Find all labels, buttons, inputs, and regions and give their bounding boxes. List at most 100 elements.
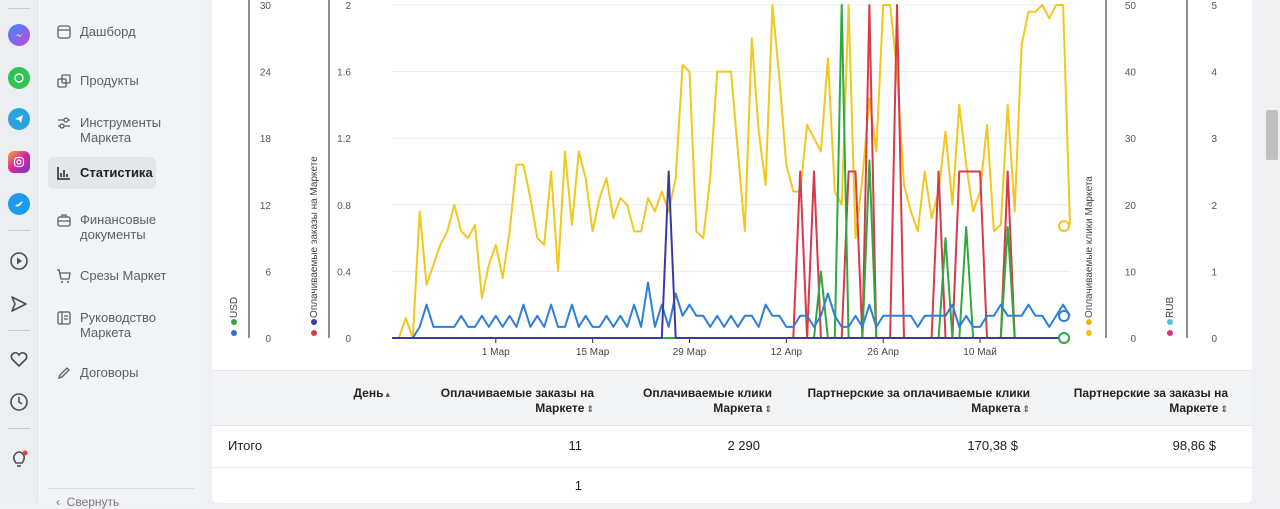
x-tick-label: 12 Апр xyxy=(771,347,803,358)
sidebar-item-contracts[interactable]: Договоры xyxy=(48,359,194,387)
sidebar-item-finance-docs[interactable]: Финансовые документы xyxy=(48,206,194,248)
twitter-icon[interactable] xyxy=(8,193,30,215)
x-tick-label: 10 Май xyxy=(963,347,997,358)
scrollbar-thumb[interactable] xyxy=(1266,110,1278,160)
sort-icon: ⇕ xyxy=(1220,404,1228,414)
axis-title: Оплачиваемые клики Маркета xyxy=(1084,176,1095,318)
legend-dot xyxy=(1086,319,1092,325)
series-line xyxy=(392,4,1071,339)
axis-tick-label: 10 xyxy=(1125,267,1137,278)
cart-icon xyxy=(57,269,71,283)
sidebar-item-label: Статистика xyxy=(80,165,153,180)
rail-divider xyxy=(8,230,30,231)
series-line xyxy=(392,170,1070,339)
axis-tick-label: 0 xyxy=(345,334,351,345)
legend-dot xyxy=(1167,330,1173,336)
col-partner-orders[interactable]: Партнерские за заказы на Маркете ⇕ xyxy=(1073,386,1228,415)
statistics-icon xyxy=(57,167,70,180)
messenger-icon[interactable] xyxy=(8,24,30,46)
axis-tick-label: 30 xyxy=(1125,134,1137,145)
col-clicks[interactable]: Оплачиваемые клики Маркета ⇕ xyxy=(643,386,772,415)
axis-tick-label: 1 xyxy=(1211,267,1217,278)
legend-dot xyxy=(311,319,317,325)
telegram-icon[interactable] xyxy=(8,108,30,130)
sidebar-item-label: Срезы Маркет xyxy=(80,268,167,283)
axis-tick-label: 0.8 xyxy=(337,201,351,212)
scrollbar-track[interactable] xyxy=(1264,0,1280,503)
axis-tick-label: 20 xyxy=(1125,201,1137,212)
axis-tick-label: 2 xyxy=(345,1,351,12)
axis-tick-label: 6 xyxy=(265,267,271,278)
rail-divider xyxy=(8,8,30,9)
send-icon[interactable] xyxy=(7,292,31,316)
series-end-marker xyxy=(1058,332,1070,344)
table-row: 1 xyxy=(212,467,1252,503)
col-orders[interactable]: Оплачиваемые заказы на Маркете ⇕ xyxy=(440,386,594,415)
x-tick-label: 29 Мар xyxy=(673,347,707,358)
sidebar-item-tools[interactable]: Инструменты Маркета xyxy=(48,109,194,151)
col-day[interactable]: День ▴ xyxy=(353,386,390,400)
row-orders: 1 xyxy=(574,478,582,493)
axis-tick-label: 12 xyxy=(260,201,272,212)
table-row-total: Итого 11 2 290 170,38 $ 98,86 $ xyxy=(212,427,1252,467)
sidebar-item-label: Инструменты Маркета xyxy=(80,115,162,145)
tools-icon xyxy=(58,117,70,129)
sort-icon: ⇕ xyxy=(764,404,772,414)
series-line xyxy=(392,281,1071,339)
legend-dot xyxy=(1167,319,1173,325)
sidebar-item-guide[interactable]: Руководство Маркета xyxy=(48,304,194,346)
sort-asc-icon: ▴ xyxy=(385,389,390,399)
rail-divider xyxy=(8,428,30,429)
stats-chart: 0 6 12 18 24 30 USD 0 0.4 0.8 1.2 1.6 2 Оплачиваемые … xyxy=(212,0,1252,370)
axis-tick-label: 3 xyxy=(1211,134,1217,145)
series-end-marker xyxy=(1058,220,1070,232)
axis-tick-label: 40 xyxy=(1125,68,1137,79)
lightbulb-icon[interactable] xyxy=(7,447,31,471)
sidebar-item-dashboard[interactable]: Дашборд xyxy=(48,18,194,46)
axis-tick-label: 4 xyxy=(1211,68,1217,79)
axis-title: USD xyxy=(229,297,240,318)
clock-icon[interactable] xyxy=(7,390,31,414)
total-partner-orders: 98,86 $ xyxy=(1172,438,1216,453)
sidebar-item-market-slices[interactable]: Срезы Маркет xyxy=(48,262,194,290)
sidebar-item-label: Дашборд xyxy=(80,24,136,39)
rail-divider xyxy=(8,330,30,331)
sidebar-item-statistics[interactable]: Статистика xyxy=(48,157,156,189)
briefcase-icon xyxy=(57,214,71,227)
legend-dot xyxy=(231,330,237,336)
legend-dot xyxy=(1086,330,1092,336)
sidebar-item-label: Договоры xyxy=(80,365,139,380)
axis-tick-label: 2 xyxy=(1211,201,1217,212)
sidebar: Дашборд Продукты Инструменты Маркета Ста… xyxy=(38,0,200,509)
heart-icon[interactable] xyxy=(7,347,31,371)
axis-title: RUB xyxy=(1165,297,1176,318)
legend-dot xyxy=(311,330,317,336)
chart-svg: 0612182430USD00.40.81.21.62Оплачиваемые … xyxy=(229,0,1217,358)
series-line xyxy=(392,4,1070,339)
collapse-button[interactable]: ‹ Свернуть xyxy=(48,488,194,509)
axis-tick-label: 30 xyxy=(260,1,272,12)
collapse-label: Свернуть xyxy=(66,495,120,509)
series-end-marker xyxy=(1058,310,1070,322)
axis-tick-label: 0 xyxy=(1130,334,1136,345)
legend-dot xyxy=(231,319,237,325)
book-icon xyxy=(57,311,71,325)
total-label: Итого xyxy=(228,438,263,453)
col-partner-clicks[interactable]: Партнерские за оплачиваемые клики Маркет… xyxy=(807,386,1030,415)
axis-tick-label: 50 xyxy=(1125,1,1137,12)
axis-tick-label: 0 xyxy=(1211,334,1217,345)
axis-tick-label: 18 xyxy=(260,134,272,145)
products-icon xyxy=(57,74,71,88)
axis-tick-label: 24 xyxy=(260,68,272,79)
instagram-icon[interactable] xyxy=(8,151,30,173)
play-icon[interactable] xyxy=(7,249,31,273)
app-rail xyxy=(0,0,38,503)
total-clicks: 2 290 xyxy=(727,438,760,453)
x-tick-label: 15 Мар xyxy=(576,347,610,358)
axis-tick-label: 1.6 xyxy=(337,68,351,79)
axis-tick-label: 0 xyxy=(265,334,271,345)
sidebar-item-products[interactable]: Продукты xyxy=(48,67,194,95)
whatsapp-icon[interactable] xyxy=(8,67,30,89)
chevron-left-icon: ‹ xyxy=(56,495,67,509)
total-orders: 11 xyxy=(568,438,583,453)
